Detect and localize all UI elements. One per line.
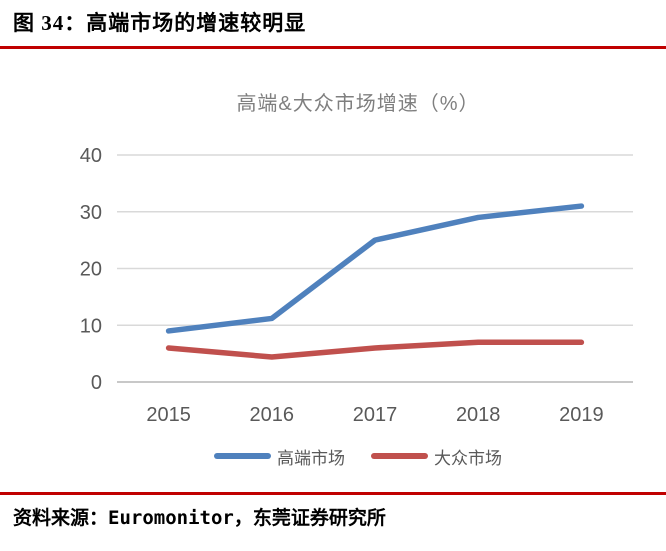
y-tick-label: 0 — [91, 372, 102, 394]
legend-label: 大众市场 — [434, 448, 502, 468]
y-tick-label: 20 — [80, 259, 102, 281]
x-tick-label: 2016 — [250, 404, 295, 426]
legend-item-0: 高端市场 — [214, 444, 345, 469]
legend-item-1: 大众市场 — [371, 444, 502, 469]
x-tick-label: 2017 — [353, 404, 398, 426]
x-tick-label: 2018 — [456, 404, 501, 426]
legend-swatch-icon — [214, 453, 271, 459]
chart-legend: 高端市场 大众市场 — [50, 444, 666, 468]
y-tick-label: 30 — [80, 202, 102, 224]
figure-title: 图 34：高端市场的增速较明显 — [13, 11, 307, 35]
series-line-1 — [165, 339, 585, 360]
legend-swatch-icon — [371, 453, 428, 459]
y-tick-label: 10 — [80, 315, 102, 337]
x-tick-label: 2015 — [146, 404, 191, 426]
legend-label: 高端市场 — [277, 448, 345, 468]
footer-rule — [0, 492, 666, 495]
x-tick-label: 2019 — [559, 404, 604, 426]
y-tick-label: 40 — [80, 145, 102, 167]
chart-title: 高端&大众市场增速（%） — [236, 93, 480, 115]
series-line-0 — [165, 203, 585, 334]
line-chart: 0 10 20 30 40 2015 2016 2017 2018 2019 — [80, 145, 633, 426]
source-note: 资料来源：Euromonitor，东莞证券研究所 — [13, 507, 386, 529]
header-rule — [0, 46, 666, 49]
